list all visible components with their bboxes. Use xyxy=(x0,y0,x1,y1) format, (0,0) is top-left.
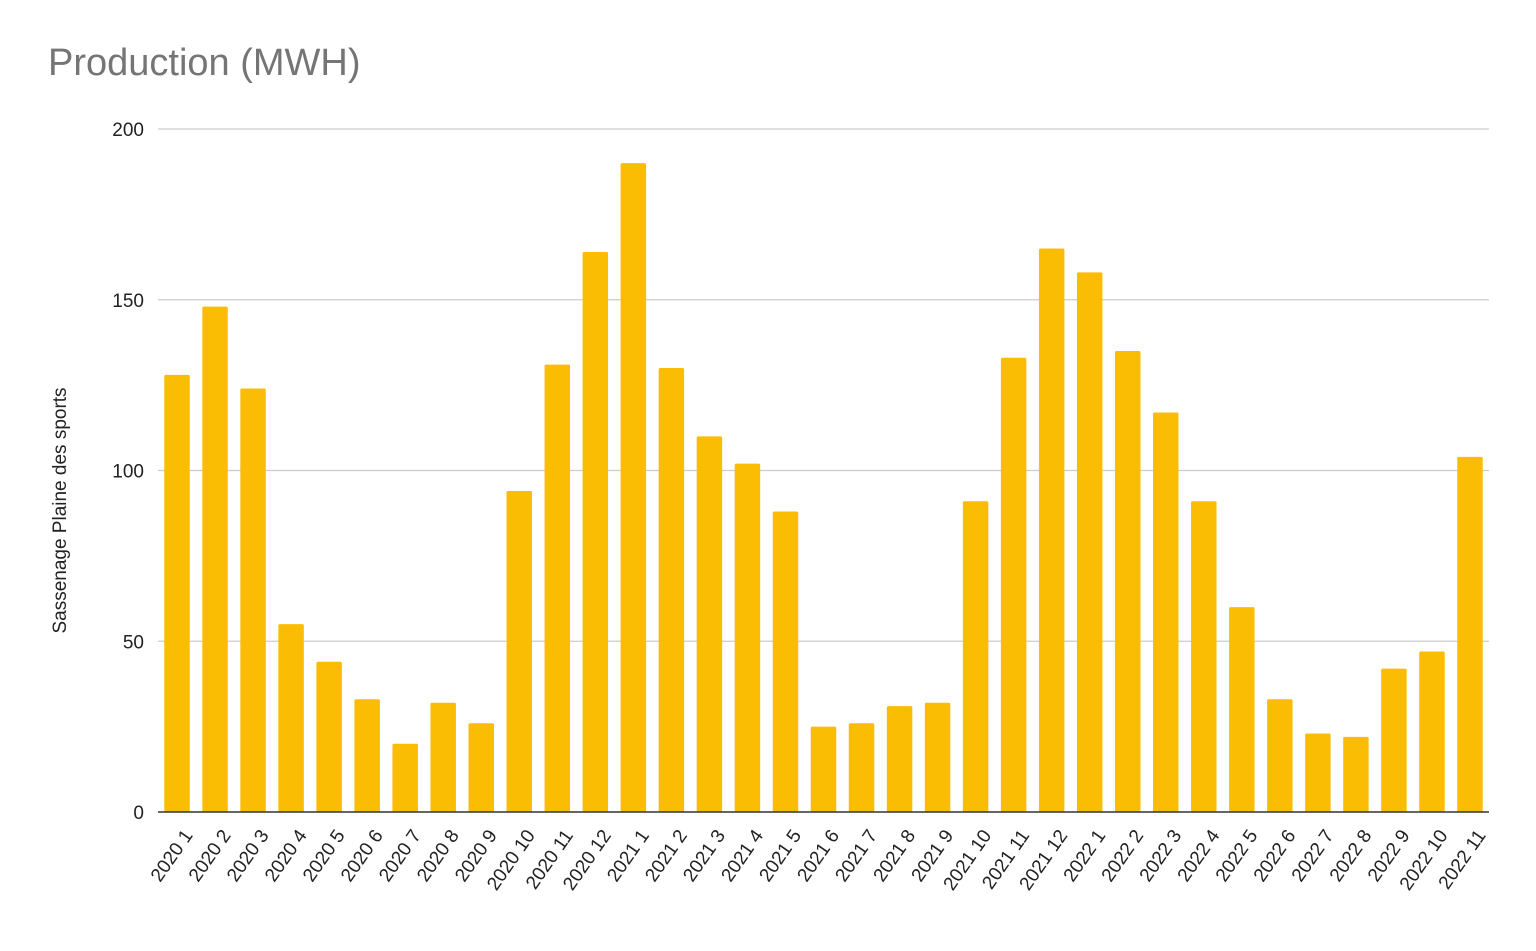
bar xyxy=(354,699,380,812)
bar xyxy=(544,364,571,812)
y-axis-ticks: 0 50 100 150 200 xyxy=(112,120,144,824)
bars xyxy=(164,163,1483,812)
y-tick-label: 0 xyxy=(133,803,144,824)
bar xyxy=(202,306,228,812)
bar xyxy=(1457,456,1483,812)
bar xyxy=(810,726,837,812)
bar xyxy=(1381,668,1407,812)
bar xyxy=(1153,412,1179,812)
y-tick-label: 150 xyxy=(112,291,144,312)
bar xyxy=(962,501,989,812)
bar xyxy=(278,624,304,812)
bar xyxy=(1038,248,1065,812)
bar xyxy=(392,743,418,812)
y-tick-label: 50 xyxy=(123,632,144,653)
y-tick-label: 100 xyxy=(112,462,144,483)
bar xyxy=(1076,272,1103,812)
y-axis-title: Sassenage Plaine des sports xyxy=(50,387,71,633)
bar xyxy=(1229,607,1255,812)
bar xyxy=(240,388,266,812)
bar xyxy=(1000,357,1027,812)
bar xyxy=(316,661,342,812)
gridlines xyxy=(158,128,1489,642)
y-tick-label: 200 xyxy=(112,120,144,141)
bar xyxy=(506,490,533,812)
bar xyxy=(582,251,609,812)
bar xyxy=(1305,733,1331,812)
bar xyxy=(1267,699,1293,812)
chart-title: Production (MWH) xyxy=(48,42,361,84)
bar xyxy=(164,374,190,812)
bar xyxy=(924,702,951,812)
bar xyxy=(734,463,761,812)
bar xyxy=(848,723,875,812)
bar xyxy=(1343,736,1369,812)
bar xyxy=(658,368,685,812)
bar xyxy=(1114,350,1141,812)
bar xyxy=(1191,501,1217,812)
bar xyxy=(620,163,647,812)
bar xyxy=(1419,651,1445,812)
bar xyxy=(886,706,913,812)
bar xyxy=(468,723,494,812)
bar xyxy=(430,702,456,812)
bar xyxy=(696,436,723,812)
bar xyxy=(772,511,799,812)
